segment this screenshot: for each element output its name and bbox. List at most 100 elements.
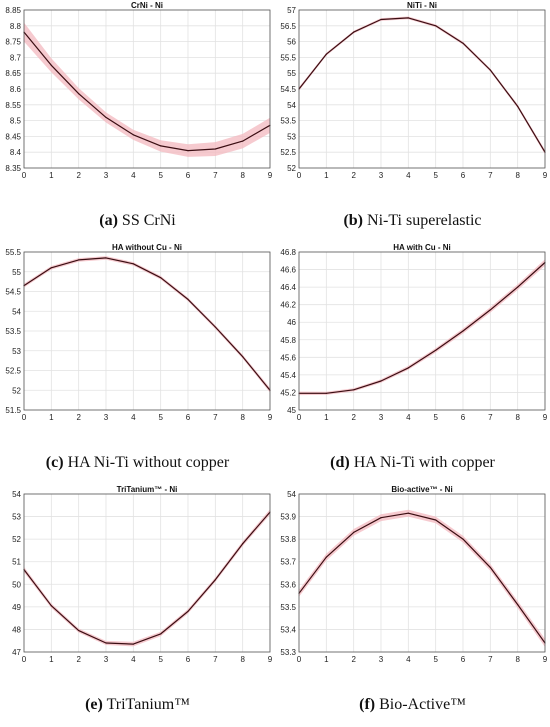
data-point bbox=[105, 257, 107, 259]
data-point bbox=[380, 18, 382, 21]
chart-panel: 0 1 2 3 4 5 6 7 8 9 53.3 53.4 53.5 53.6 53.7 53.8 53.9 54… bbox=[275, 484, 550, 726]
x-tick-label: 2 bbox=[351, 171, 356, 180]
caption-letter: (e) bbox=[85, 696, 103, 713]
x-tick-label: 8 bbox=[515, 655, 520, 664]
y-tick-label: 46 bbox=[287, 318, 296, 327]
x-tick-label: 8 bbox=[240, 413, 245, 422]
data-point bbox=[132, 643, 134, 645]
y-tick-label: 53.4 bbox=[280, 625, 296, 634]
data-point bbox=[380, 517, 382, 519]
x-tick-label: 9 bbox=[543, 171, 548, 180]
x-tick-label: 1 bbox=[49, 413, 54, 422]
x-tick-label: 9 bbox=[268, 171, 273, 180]
y-tick-label: 8.55 bbox=[5, 101, 21, 110]
data-point bbox=[242, 543, 244, 545]
series-line bbox=[298, 512, 546, 644]
x-tick-label: 6 bbox=[186, 655, 191, 664]
x-tick-label: 7 bbox=[213, 655, 218, 664]
chart-svg: 0 1 2 3 4 5 6 7 8 9 8.35 8.4 8.45 8.5 8.55 8.6 8.65 8.7 8.… bbox=[5, 1, 273, 180]
data-point bbox=[353, 389, 355, 391]
series-line bbox=[23, 257, 271, 391]
y-tick-label: 54 bbox=[12, 307, 21, 316]
y-tick-label: 8.8 bbox=[10, 22, 22, 31]
x-tick-label: 2 bbox=[76, 171, 81, 180]
y-tick-label: 53.5 bbox=[280, 117, 296, 126]
x-tick-label: 5 bbox=[433, 413, 438, 422]
y-tick-label: 8.85 bbox=[5, 6, 21, 15]
y-tick-label: 52 bbox=[12, 535, 21, 544]
data-point bbox=[50, 605, 52, 607]
x-tick-label: 4 bbox=[406, 413, 411, 422]
data-point bbox=[160, 633, 162, 635]
y-tick-label: 8.75 bbox=[5, 38, 21, 47]
x-tick-label: 7 bbox=[213, 171, 218, 180]
data-point bbox=[78, 259, 80, 261]
chart-title: HA with Cu - Ni bbox=[393, 243, 450, 252]
y-tick-label: 46.4 bbox=[280, 283, 296, 292]
x-tick-label: 1 bbox=[324, 413, 329, 422]
y-tick-label: 56 bbox=[287, 38, 296, 47]
x-tick-label: 6 bbox=[186, 413, 191, 422]
data-point bbox=[214, 579, 216, 581]
y-tick-label: 45.4 bbox=[280, 371, 296, 380]
x-tick-label: 3 bbox=[379, 413, 384, 422]
y-tick-label: 51 bbox=[12, 558, 21, 567]
series-line bbox=[23, 511, 271, 645]
x-tick-label: 7 bbox=[488, 171, 493, 180]
data-point bbox=[242, 356, 244, 358]
data-point bbox=[325, 392, 327, 394]
x-tick-label: 7 bbox=[488, 413, 493, 422]
y-tick-label: 50 bbox=[12, 580, 21, 589]
y-tick-label: 53.5 bbox=[5, 327, 21, 336]
data-point bbox=[407, 512, 409, 514]
chart-caption: (a) SS CrNi bbox=[0, 212, 275, 230]
x-tick-label: 4 bbox=[406, 171, 411, 180]
x-tick-label: 3 bbox=[104, 171, 109, 180]
x-tick-label: 5 bbox=[158, 171, 163, 180]
x-tick-label: 1 bbox=[324, 655, 329, 664]
x-tick-label: 9 bbox=[268, 413, 273, 422]
y-tick-label: 53 bbox=[287, 132, 296, 141]
x-tick-label: 4 bbox=[131, 655, 136, 664]
data-point bbox=[517, 105, 519, 107]
x-tick-label: 0 bbox=[297, 655, 302, 664]
y-tick-label: 52.5 bbox=[280, 148, 296, 157]
x-tick-label: 8 bbox=[240, 171, 245, 180]
x-tick-label: 6 bbox=[461, 413, 466, 422]
x-tick-label: 3 bbox=[379, 655, 384, 664]
y-tick-label: 46.8 bbox=[280, 248, 296, 257]
x-tick-label: 7 bbox=[488, 655, 493, 664]
data-point bbox=[325, 556, 327, 558]
series-line bbox=[23, 31, 271, 152]
data-point bbox=[187, 610, 189, 612]
x-tick-label: 5 bbox=[433, 171, 438, 180]
chart-title: TriTanium™ - Ni bbox=[117, 485, 178, 494]
y-tick-label: 47 bbox=[12, 648, 21, 657]
y-tick-label: 8.5 bbox=[10, 117, 22, 126]
caption-text: Bio-Active™ bbox=[375, 696, 466, 713]
y-tick-label: 52 bbox=[287, 164, 296, 173]
y-tick-label: 54 bbox=[287, 101, 296, 110]
x-tick-label: 6 bbox=[186, 171, 191, 180]
x-tick-label: 4 bbox=[131, 171, 136, 180]
y-tick-label: 54.5 bbox=[5, 288, 21, 297]
chart-title: NiTi - Ni bbox=[407, 1, 437, 10]
y-tick-label: 53.8 bbox=[280, 535, 296, 544]
data-point bbox=[105, 642, 107, 644]
series-line bbox=[299, 262, 546, 394]
y-tick-label: 45.2 bbox=[280, 388, 296, 397]
y-tick-label: 52.5 bbox=[5, 367, 21, 376]
x-tick-label: 1 bbox=[324, 171, 329, 180]
y-tick-label: 53.7 bbox=[280, 558, 296, 567]
x-tick-label: 8 bbox=[240, 655, 245, 664]
y-tick-label: 49 bbox=[12, 603, 21, 612]
x-tick-label: 0 bbox=[22, 171, 27, 180]
x-tick-label: 0 bbox=[22, 655, 27, 664]
data-point bbox=[132, 263, 134, 265]
x-tick-label: 5 bbox=[158, 655, 163, 664]
chart-title: Bio-active™ - Ni bbox=[391, 485, 452, 494]
data-point bbox=[353, 31, 355, 33]
series-line bbox=[298, 17, 546, 153]
x-tick-label: 9 bbox=[543, 413, 548, 422]
y-tick-label: 54 bbox=[12, 490, 21, 499]
